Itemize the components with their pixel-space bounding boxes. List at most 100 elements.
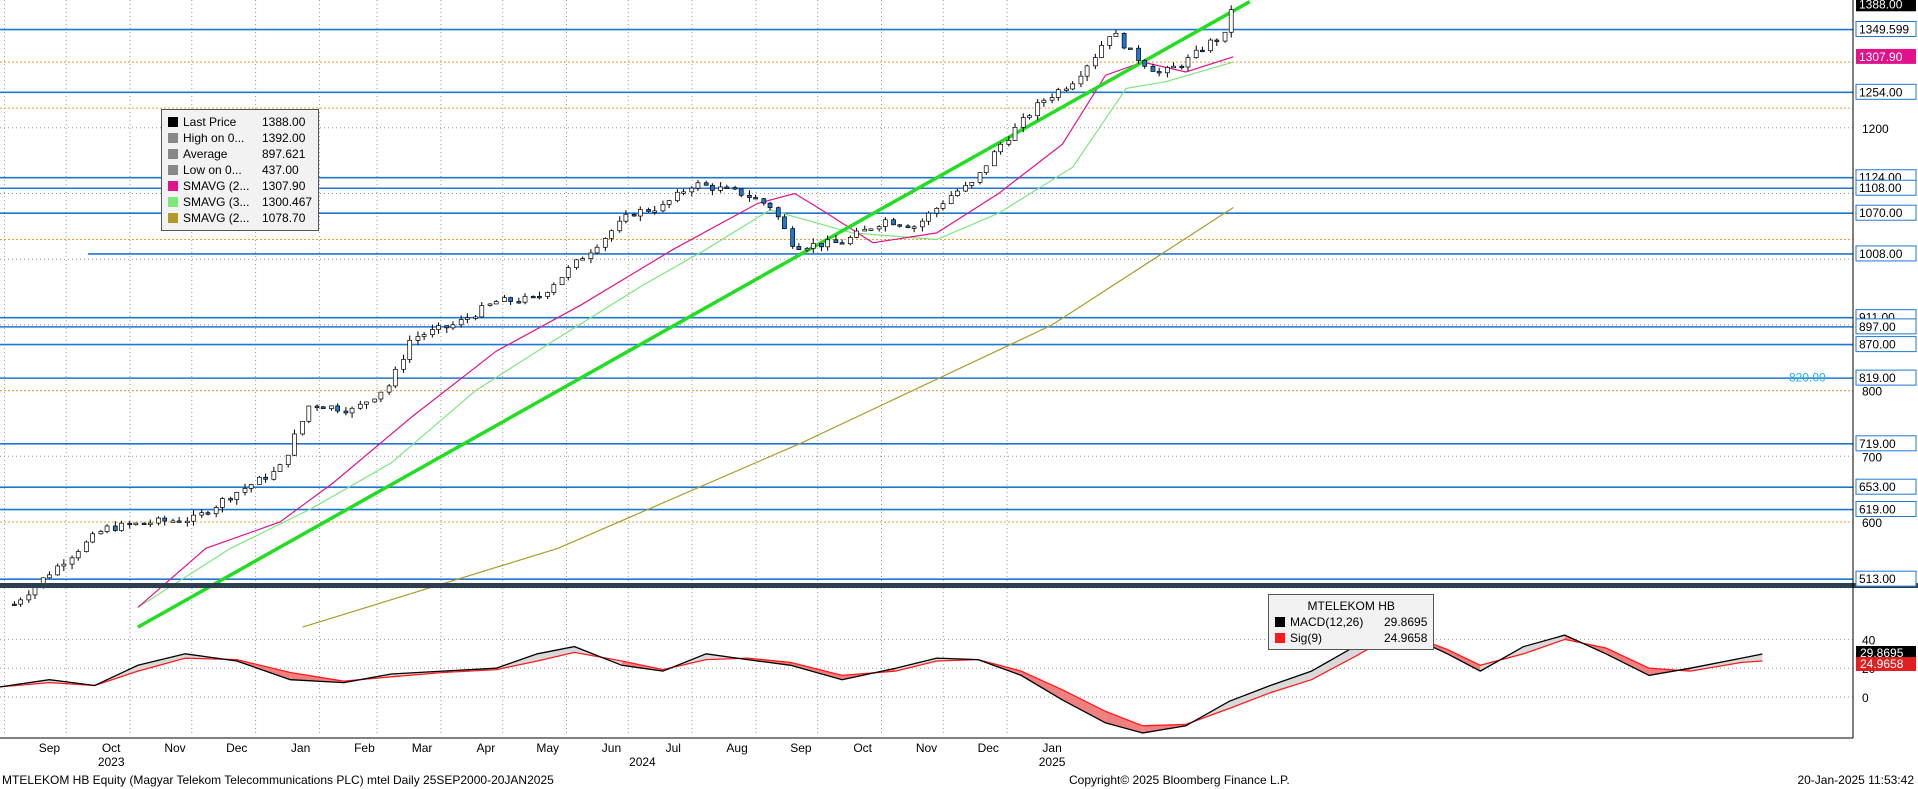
candle-body bbox=[26, 594, 32, 601]
right-value-label: 513.00 bbox=[1859, 572, 1896, 586]
candle-body bbox=[753, 197, 758, 200]
candle-body bbox=[75, 551, 81, 559]
right-value-label: 897.00 bbox=[1859, 320, 1896, 334]
candle-body bbox=[1070, 83, 1076, 90]
candle-body bbox=[551, 284, 557, 293]
candle-body bbox=[1185, 57, 1191, 68]
macd-histogram-fill bbox=[137, 653, 186, 672]
candle-body bbox=[940, 203, 946, 209]
legend-value: 1078.70 bbox=[262, 211, 306, 225]
candle-body bbox=[430, 329, 435, 335]
right-value-box bbox=[1855, 501, 1917, 518]
right-value-label: 1388.00 bbox=[1859, 0, 1903, 11]
candle-body bbox=[1150, 65, 1156, 72]
candle-body bbox=[147, 522, 153, 525]
macd-histogram-fill bbox=[1605, 648, 1650, 676]
candle-body bbox=[782, 216, 787, 230]
candle-body bbox=[681, 191, 686, 194]
candle-body bbox=[119, 522, 124, 531]
candle-body bbox=[724, 186, 730, 189]
candle-body bbox=[623, 213, 629, 222]
candle-body bbox=[228, 498, 233, 501]
right-value-label: 719.00 bbox=[1859, 437, 1896, 451]
candle-body bbox=[1193, 49, 1199, 58]
candle-body bbox=[977, 172, 983, 183]
price-legend[interactable]: Last Price 1388.00 High on 0... 1392.00 Aver… bbox=[161, 109, 320, 231]
macd-histogram-fill bbox=[1062, 689, 1106, 723]
candle-body bbox=[1049, 97, 1055, 101]
legend-item: SMAVG (2... 1078.70 bbox=[168, 210, 312, 226]
candle-body bbox=[545, 292, 551, 297]
candle-body bbox=[1055, 89, 1061, 98]
candle-body bbox=[329, 405, 334, 409]
candle-body bbox=[732, 187, 738, 190]
right-value-box bbox=[1855, 179, 1917, 196]
candle-body bbox=[407, 339, 413, 360]
legend-swatch bbox=[168, 181, 178, 191]
macd-histogram-fill bbox=[1270, 671, 1312, 693]
candle-body bbox=[537, 295, 542, 299]
right-value-box bbox=[1855, 83, 1917, 100]
candle-body bbox=[796, 246, 802, 250]
candle-body bbox=[703, 182, 709, 186]
candle-body bbox=[1142, 60, 1148, 67]
macd-legend-title: MTELEKOM HB bbox=[1307, 599, 1395, 613]
candle-body bbox=[646, 209, 651, 212]
candle-body bbox=[1156, 71, 1162, 74]
right-value-label: 1070.00 bbox=[1859, 206, 1903, 220]
candle-body bbox=[242, 488, 248, 493]
candle-body bbox=[185, 520, 190, 524]
candle-body bbox=[349, 407, 355, 414]
macd-histogram-fill bbox=[1229, 685, 1271, 709]
candle-body bbox=[854, 230, 859, 238]
legend-label: SMAVG (2... bbox=[183, 179, 250, 193]
candle-body bbox=[775, 207, 781, 218]
candle-body bbox=[1041, 99, 1047, 104]
candle-body bbox=[127, 522, 133, 526]
year-label: 2024 bbox=[629, 755, 656, 769]
sma-long-line bbox=[302, 206, 1234, 628]
price-tick-label: 600 bbox=[1862, 516, 1882, 530]
legend-value: 1307.90 bbox=[262, 179, 306, 193]
candle-body bbox=[170, 520, 176, 523]
candle-body bbox=[926, 212, 931, 222]
candle-body bbox=[998, 143, 1003, 153]
legend-value: 437.00 bbox=[262, 163, 299, 177]
sma-short-line bbox=[137, 56, 1234, 608]
candle-body bbox=[162, 517, 168, 522]
price-candles bbox=[12, 5, 1234, 607]
right-value-box bbox=[1856, 48, 1916, 64]
legend-label: Average bbox=[183, 147, 228, 161]
candle-body bbox=[602, 237, 608, 248]
macd-tick-label: 0 bbox=[1862, 691, 1869, 705]
right-value-box bbox=[1855, 570, 1917, 587]
month-label: Dec bbox=[226, 741, 247, 755]
macd-value-label: 24.9658 bbox=[1860, 657, 1904, 671]
month-label: Oct bbox=[853, 741, 872, 755]
candle-body bbox=[248, 484, 254, 489]
right-value-box bbox=[1855, 435, 1917, 452]
candle-body bbox=[522, 295, 528, 303]
candle-body bbox=[1222, 31, 1228, 42]
candle-body bbox=[1127, 47, 1133, 50]
horizontal-levels bbox=[0, 28, 1853, 585]
candle-body bbox=[882, 219, 888, 227]
candle-body bbox=[69, 557, 75, 565]
candle-body bbox=[969, 181, 975, 186]
candle-body bbox=[825, 239, 831, 248]
trend-line bbox=[137, 0, 1251, 629]
month-label: Apr bbox=[477, 741, 496, 755]
candle-body bbox=[465, 317, 470, 320]
candle-body bbox=[948, 195, 954, 204]
macd-histogram-fill bbox=[1447, 649, 1481, 672]
candle-body bbox=[955, 190, 960, 196]
candle-body bbox=[112, 525, 118, 531]
price-tick-label: 1200 bbox=[1862, 122, 1889, 136]
legend-item: SMAVG (2... 1307.90 bbox=[168, 178, 312, 194]
month-label: Sep bbox=[39, 741, 61, 755]
macd-legend[interactable]: MTELEKOM HB MACD(12,26) 29.8695 Sig(9) 24.9… bbox=[1268, 594, 1435, 650]
legend-label: MACD(12,26) bbox=[1290, 615, 1364, 629]
candle-body bbox=[257, 476, 262, 485]
candle-body bbox=[767, 202, 773, 209]
candle-body bbox=[320, 406, 326, 409]
